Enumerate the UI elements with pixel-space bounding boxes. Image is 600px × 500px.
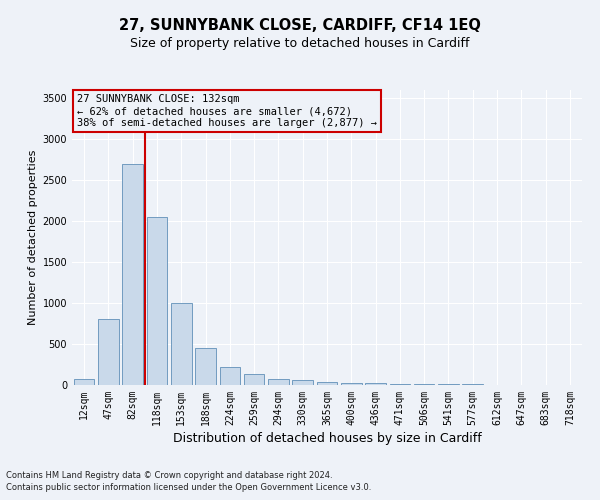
Y-axis label: Number of detached properties: Number of detached properties (28, 150, 38, 325)
Bar (171, 303, 191, 385)
Bar (122, 164, 143, 385)
Bar (146, 217, 167, 385)
Bar (220, 367, 240, 385)
Bar (74, 379, 94, 385)
Bar (389, 384, 410, 385)
Text: 27, SUNNYBANK CLOSE, CARDIFF, CF14 1EQ: 27, SUNNYBANK CLOSE, CARDIFF, CF14 1EQ (119, 18, 481, 32)
Bar (98, 320, 119, 385)
Bar (341, 382, 362, 385)
Bar (244, 374, 265, 385)
Bar (292, 380, 313, 385)
Bar (414, 384, 434, 385)
Bar (438, 384, 459, 385)
Text: Size of property relative to detached houses in Cardiff: Size of property relative to detached ho… (130, 38, 470, 51)
Bar (195, 348, 216, 385)
Bar (365, 384, 386, 385)
Bar (268, 379, 289, 385)
Text: 27 SUNNYBANK CLOSE: 132sqm
← 62% of detached houses are smaller (4,672)
38% of s: 27 SUNNYBANK CLOSE: 132sqm ← 62% of deta… (77, 94, 377, 128)
Text: Contains public sector information licensed under the Open Government Licence v3: Contains public sector information licen… (6, 483, 371, 492)
Bar (317, 382, 337, 385)
X-axis label: Distribution of detached houses by size in Cardiff: Distribution of detached houses by size … (173, 432, 481, 445)
Text: Contains HM Land Registry data © Crown copyright and database right 2024.: Contains HM Land Registry data © Crown c… (6, 470, 332, 480)
Bar (463, 384, 483, 385)
